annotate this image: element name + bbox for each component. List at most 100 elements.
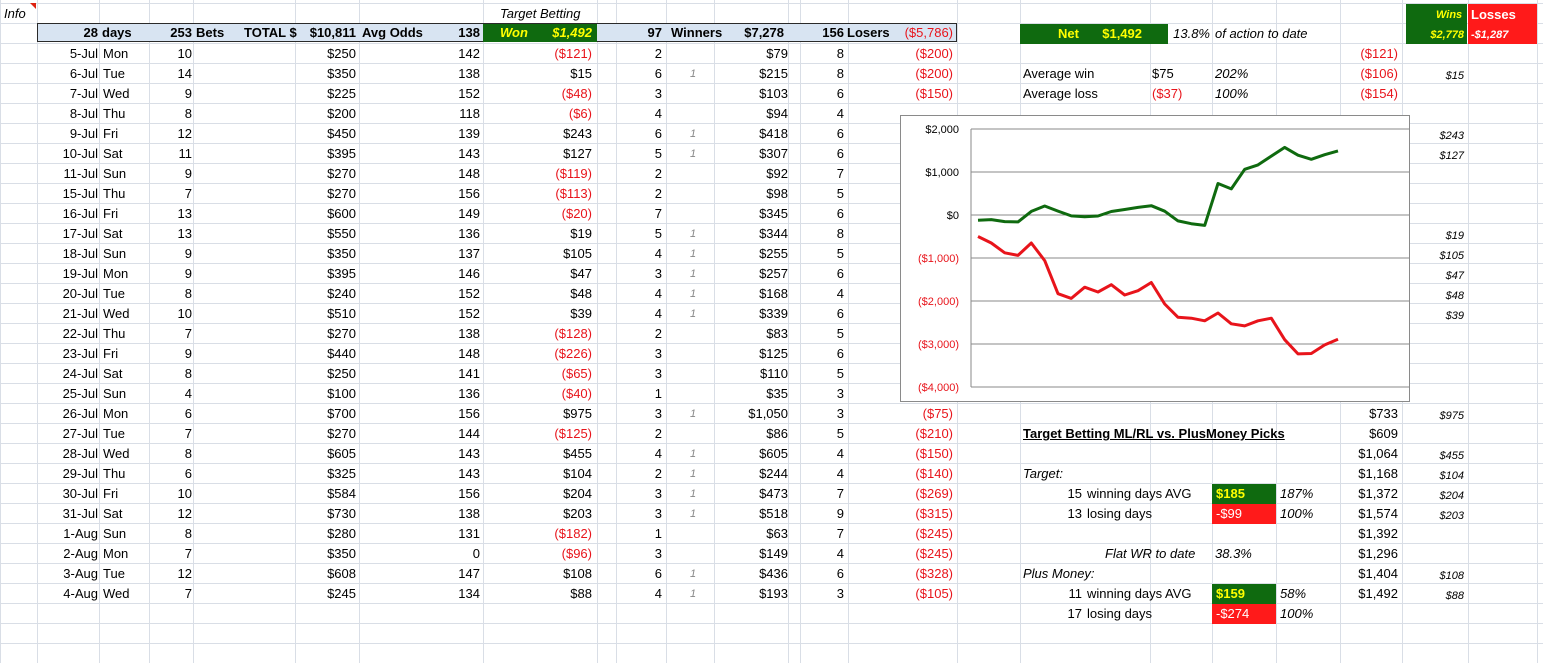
chart-svg: $2,000 $1,000 $0 ($1,000) ($2,000) ($3,000) ($… — [918, 124, 1411, 394]
row-date: 21-Jul — [62, 306, 98, 321]
row-winners-amount: $605 — [759, 446, 788, 461]
y-tick-label: ($4,000) — [918, 382, 959, 394]
row-losers-amount: ($245) — [915, 526, 953, 541]
series-line-red — [977, 235, 1339, 356]
row-date: 23-Jul — [62, 346, 98, 361]
running-total-cell: ($106) — [1360, 66, 1398, 81]
row-total: $350 — [327, 246, 356, 261]
running-total-cell: $1,064 — [1358, 446, 1398, 461]
row-day: Fri — [103, 346, 119, 361]
total-label: TOTAL $ — [244, 25, 297, 40]
plus-lose-days: 17 — [1067, 606, 1082, 621]
flat-wr-label: Flat WR to date — [1105, 546, 1196, 561]
row-winners-amount: $149 — [759, 546, 788, 561]
running-total-chart[interactable]: $2,000 $1,000 $0 ($1,000) ($2,000) ($3,000) ($… — [900, 115, 1411, 402]
row-winners: 4 — [654, 306, 662, 321]
row-bets: 8 — [184, 446, 192, 461]
row-date: 27-Jul — [62, 426, 98, 441]
row-day: Mon — [103, 546, 129, 561]
days-label: days — [102, 25, 132, 40]
row-date: 30-Jul — [62, 486, 98, 501]
target-lose-avg: -$99 — [1216, 506, 1243, 521]
grid-column-line — [800, 0, 801, 663]
row-odds: 136 — [458, 386, 480, 401]
row-losers: 7 — [836, 486, 844, 501]
row-winners-amount: $86 — [766, 426, 788, 441]
row-bets: 6 — [184, 466, 192, 481]
losses-header-box — [1468, 4, 1537, 44]
running-total-cell: ($154) — [1360, 86, 1398, 101]
plus-lose-label: losing days — [1087, 606, 1153, 621]
target-label: Target: — [1023, 466, 1063, 481]
row-day: Sun — [103, 166, 127, 181]
wins-header-box — [1406, 4, 1467, 44]
row-date: 18-Jul — [62, 246, 98, 261]
y-tick-label: $2,000 — [925, 124, 959, 136]
net-box — [1020, 24, 1168, 44]
row-losers: 6 — [836, 566, 844, 581]
row-bets: 9 — [184, 246, 192, 261]
row-day: Sat — [103, 226, 123, 241]
action-pct: 13.8% — [1173, 26, 1210, 41]
row-winners-amount: $63 — [766, 526, 788, 541]
grid-column-line — [37, 0, 38, 663]
row-losers-amount: ($269) — [915, 486, 953, 501]
row-won: $455 — [563, 446, 592, 461]
row-winners: 1 — [654, 526, 662, 541]
daily-win-cell: $88 — [1445, 590, 1464, 602]
row-won: ($182) — [554, 526, 592, 541]
row-bets: 11 — [178, 146, 193, 161]
row-winners: 2 — [654, 326, 662, 341]
row-winners-amount: $92 — [766, 166, 788, 181]
row-day: Wed — [103, 306, 130, 321]
plus-win-pct: 58% — [1280, 586, 1307, 601]
row-flag: 1 — [690, 128, 697, 140]
row-odds: 156 — [458, 186, 480, 201]
row-winners-amount: $79 — [766, 46, 788, 61]
row-won: ($125) — [554, 426, 592, 441]
row-won: ($20) — [561, 206, 592, 221]
row-odds: 134 — [458, 586, 480, 601]
row-winners: 4 — [654, 246, 662, 261]
row-winners-amount: $110 — [760, 366, 788, 381]
row-winners: 3 — [654, 366, 662, 381]
row-bets: 10 — [177, 486, 192, 501]
row-winners-amount: $255 — [759, 246, 788, 261]
row-date: 24-Jul — [62, 366, 98, 381]
row-bets: 7 — [184, 186, 192, 201]
row-bets: 7 — [184, 586, 192, 601]
row-won: $108 — [563, 566, 592, 581]
row-losers-amount: ($105) — [915, 586, 953, 601]
row-date: 15-Jul — [62, 186, 98, 201]
row-winners: 4 — [654, 286, 662, 301]
losses-label: Losses — [1471, 7, 1516, 22]
row-winners-amount: $35 — [766, 386, 788, 401]
row-losers: 8 — [836, 226, 844, 241]
row-winners-amount: $473 — [759, 486, 788, 501]
row-won: $48 — [570, 286, 592, 301]
row-date: 10-Jul — [62, 146, 98, 161]
row-losers: 9 — [836, 506, 844, 521]
row-won: ($65) — [561, 366, 592, 381]
target-lose-pct: 100% — [1280, 506, 1314, 521]
row-day: Sun — [103, 246, 127, 261]
row-date: 7-Jul — [69, 86, 98, 101]
row-losers-amount: ($328) — [915, 566, 953, 581]
row-losers: 6 — [836, 146, 844, 161]
row-losers: 4 — [836, 106, 844, 121]
row-losers: 4 — [836, 286, 844, 301]
row-flag: 1 — [690, 248, 697, 260]
row-losers: 6 — [836, 126, 844, 141]
row-won: ($226) — [554, 346, 592, 361]
row-odds: 142 — [458, 46, 480, 61]
row-losers: 6 — [836, 266, 844, 281]
running-total-cell: $1,492 — [1358, 586, 1398, 601]
row-bets: 13 — [177, 206, 192, 221]
running-total-cell: $1,392 — [1358, 526, 1398, 541]
row-day: Wed — [103, 86, 130, 101]
row-won: $975 — [563, 406, 592, 421]
row-bets: 6 — [184, 406, 192, 421]
row-total: $325 — [327, 466, 356, 481]
row-odds: 138 — [458, 66, 480, 81]
plus-lose-avg-box — [1212, 604, 1276, 624]
